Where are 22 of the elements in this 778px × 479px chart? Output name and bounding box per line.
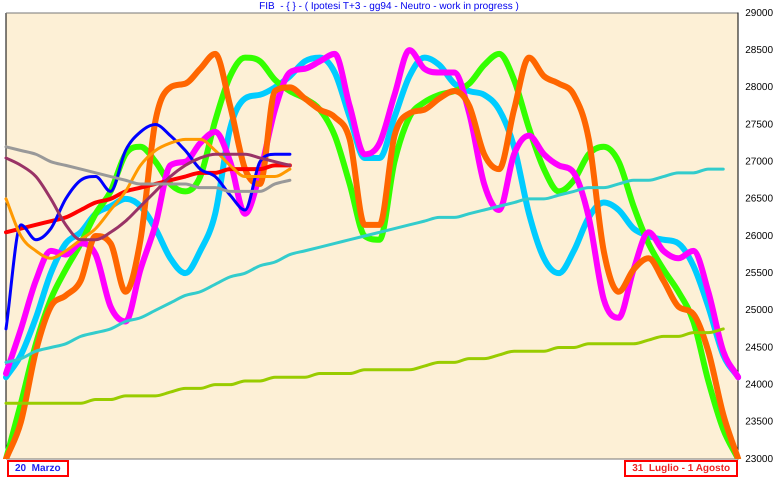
chart-title: FIB - { } - ( Ipotesi T+3 - gg94 - Neutro - work in progress ) bbox=[259, 1, 519, 12]
y-tick-label: 25000 bbox=[745, 305, 774, 316]
y-tick-label: 29000 bbox=[745, 8, 774, 19]
y-tick-label: 27500 bbox=[745, 119, 774, 130]
y-tick-label: 23000 bbox=[745, 454, 774, 465]
y-tick-label: 27000 bbox=[745, 156, 774, 168]
text: 31 Luglio - 1 Agosto bbox=[624, 460, 738, 477]
y-tick-label: 25500 bbox=[745, 268, 774, 279]
line-series bbox=[4, 145, 292, 193]
y-tick-label: 26000 bbox=[745, 230, 774, 242]
y-tick-label: 26500 bbox=[745, 194, 774, 205]
y-tick-label: 23500 bbox=[745, 416, 774, 428]
y-tick-label: 28000 bbox=[745, 82, 774, 94]
line-series bbox=[4, 327, 725, 405]
y-tick-label: 28500 bbox=[745, 44, 774, 56]
text: 20 Marzo bbox=[7, 460, 69, 477]
line-series bbox=[4, 123, 292, 330]
y-tick-label: 24000 bbox=[745, 379, 774, 390]
line-series bbox=[4, 152, 292, 242]
y-tick-label: 24500 bbox=[745, 342, 774, 354]
line-series bbox=[4, 168, 725, 364]
line-series bbox=[4, 138, 292, 260]
